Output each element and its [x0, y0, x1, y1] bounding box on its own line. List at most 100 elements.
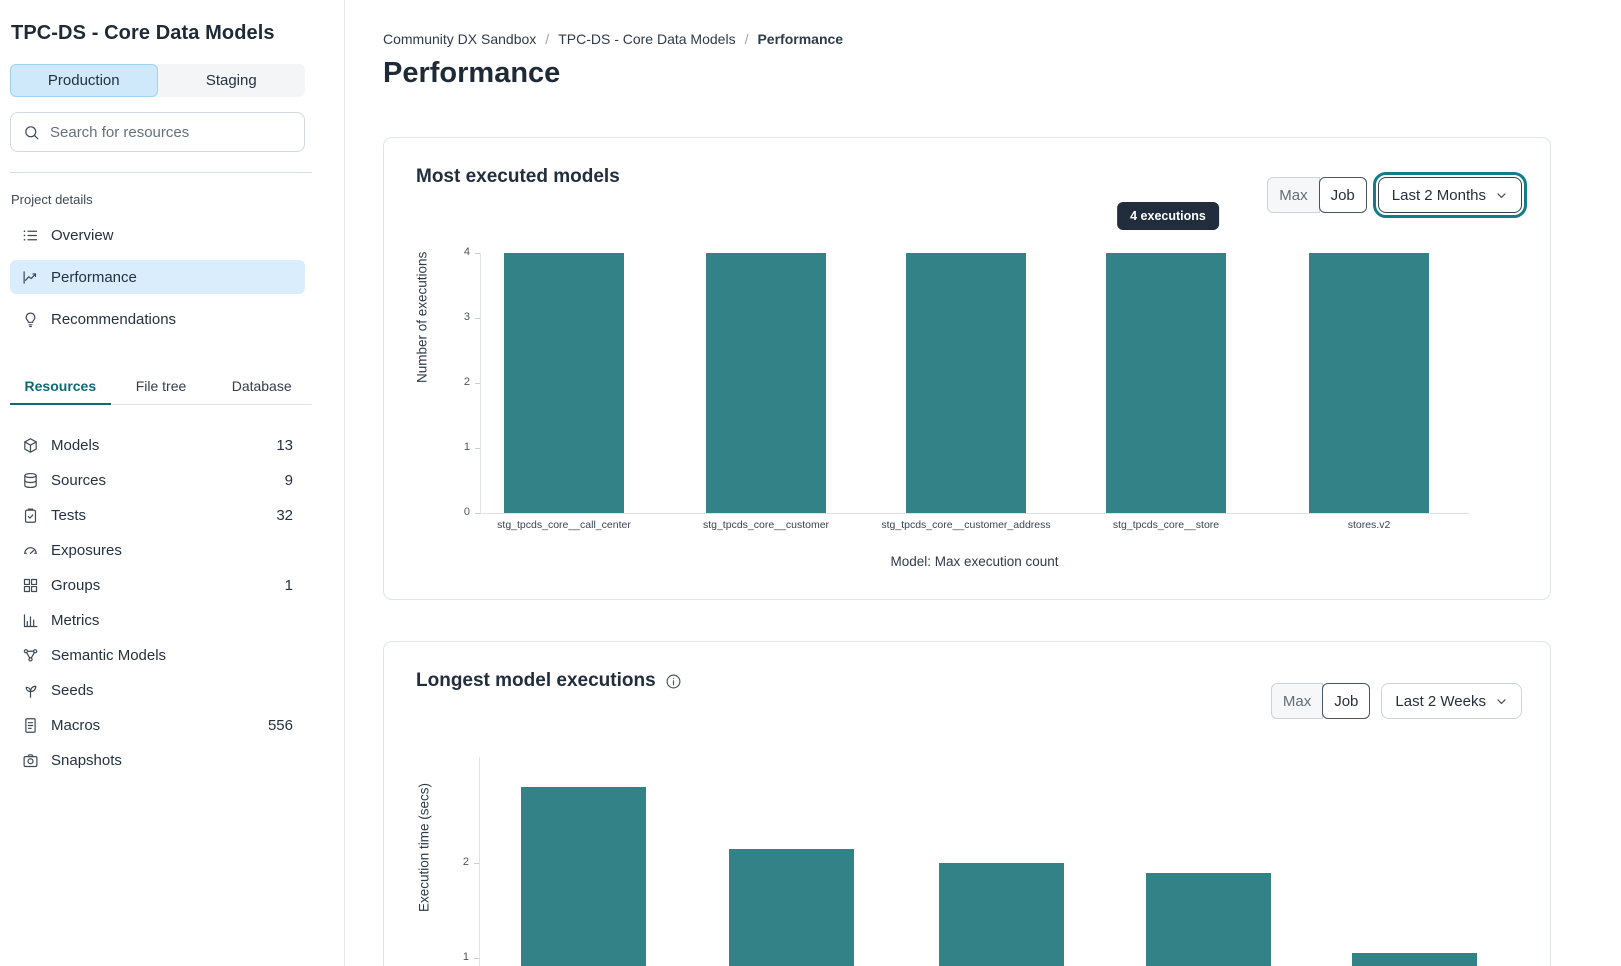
y-axis-line: [479, 757, 480, 966]
chart-bar[interactable]: [906, 253, 1026, 513]
sidebar-item-tests[interactable]: Tests 32: [10, 498, 293, 533]
chart-bar[interactable]: [521, 787, 646, 966]
resource-count: 13: [276, 437, 293, 454]
chart-bar[interactable]: [1309, 253, 1429, 513]
chart-bar[interactable]: [1106, 253, 1226, 513]
sidebar-item-label: Overview: [51, 226, 114, 244]
y-tick-mark: [475, 383, 480, 384]
x-axis-title: Model: Max execution count: [890, 554, 1059, 569]
card-controls: Max Job Last 2 Weeks: [1270, 683, 1522, 719]
bar-chart-icon: [22, 612, 39, 629]
x-tick-label: stg_tpcds_core__store: [1112, 519, 1220, 531]
environment-toggle: Production Staging: [10, 64, 305, 97]
card-title: Longest model executions: [416, 670, 682, 692]
y-tick-label: 2: [463, 376, 470, 388]
card-controls: Max Job Last 2 Months: [1267, 172, 1528, 218]
document-icon: [22, 717, 39, 734]
y-tick-mark: [475, 318, 480, 319]
search-icon: [23, 124, 40, 141]
y-tick-mark: [474, 958, 479, 959]
grid-icon: [22, 577, 39, 594]
sidebar-item-macros[interactable]: Macros 556: [10, 708, 293, 743]
list-icon: [22, 227, 39, 244]
y-axis-line: [480, 253, 481, 513]
breadcrumb-item: Performance: [757, 31, 844, 47]
sidebar-item-groups[interactable]: Groups 1: [10, 568, 293, 603]
resource-label: Sources: [51, 472, 107, 489]
chart-bar[interactable]: [1146, 872, 1271, 966]
x-tick-label: stg_tpcds_core__customer: [702, 519, 830, 531]
x-tick-label: stg_tpcds_core__call_center: [497, 519, 631, 531]
card-title: Most executed models: [416, 166, 620, 187]
sidebar-item-exposures[interactable]: Exposures: [10, 533, 293, 568]
sidebar-item-seeds[interactable]: Seeds: [10, 673, 293, 708]
y-tick-label: 1: [462, 951, 469, 963]
chart-bar[interactable]: [706, 253, 826, 513]
tab-database[interactable]: Database: [231, 378, 292, 394]
date-range-select[interactable]: Last 2 Months: [1372, 172, 1528, 218]
sidebar-item-label: Recommendations: [51, 310, 177, 328]
x-tick-label: stores.v2: [1347, 519, 1391, 531]
x-tick-label: stg_tpcds_core__customer_address: [881, 519, 1051, 531]
sidebar-item-metrics[interactable]: Metrics: [10, 603, 293, 638]
max-button[interactable]: Max: [1270, 683, 1324, 719]
cube-icon: [22, 437, 39, 454]
y-tick-mark: [474, 863, 479, 864]
y-tick-label: 0: [463, 506, 470, 518]
max-job-toggle: Max Job: [1270, 683, 1371, 719]
resource-count: 32: [276, 507, 293, 524]
sidebar-item-sources[interactable]: Sources 9: [10, 463, 293, 498]
project-nav: Overview Performance Recommendations: [10, 218, 305, 336]
chart-bar[interactable]: [1352, 953, 1477, 966]
breadcrumb-separator: /: [545, 31, 550, 47]
gauge-icon: [22, 542, 39, 559]
resource-label: Exposures: [51, 542, 122, 559]
sidebar-item-snapshots[interactable]: Snapshots: [10, 743, 293, 778]
max-job-toggle: Max Job: [1267, 177, 1367, 213]
trend-icon: [22, 269, 39, 286]
resource-label: Snapshots: [51, 752, 122, 769]
breadcrumb-item[interactable]: Community DX Sandbox: [383, 31, 537, 47]
sidebar-item-performance[interactable]: Performance: [10, 260, 305, 294]
chart-tooltip: 4 executions: [1117, 202, 1219, 230]
sprout-icon: [22, 682, 39, 699]
date-range-select[interactable]: Last 2 Weeks: [1381, 683, 1522, 719]
tab-file-tree[interactable]: File tree: [135, 378, 187, 394]
sidebar: TPC-DS - Core Data Models Production Sta…: [0, 0, 345, 966]
card-most-executed-models: Most executed models Max Job Last 2 Mont…: [383, 137, 1551, 600]
breadcrumb-item[interactable]: TPC-DS - Core Data Models: [558, 31, 736, 47]
resource-label: Tests: [51, 507, 87, 524]
tab-resources[interactable]: Resources: [10, 368, 111, 405]
resource-list: Models 13 Sources 9 Tests 32 Exposures Groups 1 M…: [10, 428, 293, 778]
resource-count: 1: [284, 577, 293, 594]
y-tick-label: 1: [463, 441, 470, 453]
y-tick-label: 2: [462, 856, 469, 868]
network-icon: [22, 647, 39, 664]
card-longest-model-executions: Longest model executions Max Job Last 2 …: [383, 641, 1551, 966]
env-staging-button[interactable]: Staging: [157, 64, 305, 97]
resource-label: Semantic Models: [51, 647, 167, 664]
info-icon[interactable]: [665, 673, 682, 690]
sidebar-item-recommendations[interactable]: Recommendations: [10, 302, 305, 336]
job-button[interactable]: Job: [1322, 683, 1371, 719]
resource-label: Metrics: [51, 612, 100, 629]
sidebar-item-overview[interactable]: Overview: [10, 218, 305, 252]
project-title: TPC-DS - Core Data Models: [11, 22, 275, 44]
database-icon: [22, 472, 39, 489]
y-tick-mark: [475, 253, 480, 254]
chart-bar[interactable]: [729, 848, 854, 966]
page-title: Performance: [383, 57, 561, 89]
chevron-down-icon: [1495, 189, 1508, 202]
y-tick-mark: [475, 448, 480, 449]
sidebar-item-models[interactable]: Models 13: [10, 428, 293, 463]
chart-bar[interactable]: [504, 253, 624, 513]
env-production-button[interactable]: Production: [10, 64, 158, 97]
search-input[interactable]: [50, 123, 292, 141]
chart-bar[interactable]: [939, 863, 1064, 966]
resource-count: 9: [284, 472, 293, 489]
job-button[interactable]: Job: [1318, 177, 1367, 213]
sidebar-item-semantic-models[interactable]: Semantic Models: [10, 638, 293, 673]
max-button[interactable]: Max: [1267, 177, 1320, 213]
breadcrumb-separator: /: [744, 31, 749, 47]
